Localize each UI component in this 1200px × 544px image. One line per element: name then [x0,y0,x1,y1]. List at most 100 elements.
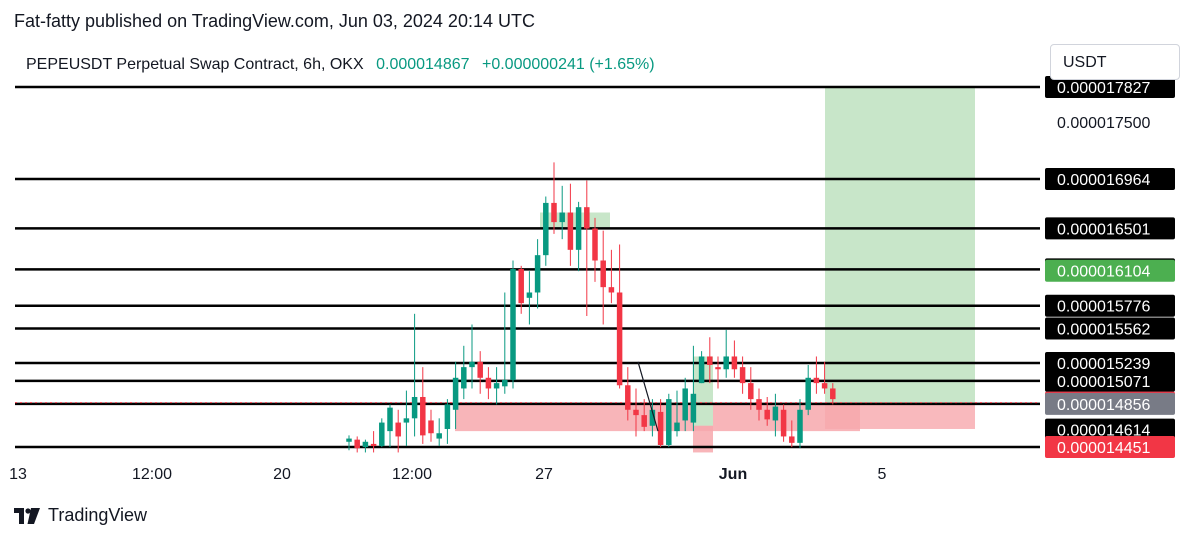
candle-body[interactable] [805,377,811,410]
candle-body[interactable] [698,356,705,384]
candle-body[interactable] [789,436,795,443]
tradingview-logo[interactable]: TradingView [14,505,147,526]
price-axis-label-box[interactable] [1045,294,1175,317]
top-target-zone[interactable] [540,212,610,229]
price-axis-label-box[interactable] [1045,418,1175,441]
time-axis-tick: 20 [273,466,291,483]
candle-body[interactable] [674,422,680,432]
candle-body[interactable] [575,207,582,250]
candle-body[interactable] [403,418,410,423]
price-axis-label-box[interactable] [1045,369,1175,392]
price-axis-label[interactable]: 0.000016501 [1057,221,1151,238]
candle-body[interactable] [690,393,697,423]
candle-body[interactable] [625,385,631,410]
small-target-zone[interactable] [693,356,713,426]
candle-body[interactable] [600,260,606,288]
price-axis-label[interactable]: 0.000015239 [1057,356,1151,373]
price-axis-label[interactable]: 0.000014614 [1057,423,1151,440]
small-stop-zone[interactable] [693,425,713,453]
publisher-attribution: Fat-fatty published on TradingView.com, … [14,11,535,31]
candle-body[interactable] [592,228,598,261]
price-axis-label[interactable]: 0.000016964 [1057,172,1151,189]
price-axis-label[interactable]: 0.000015562 [1057,322,1151,339]
candle-body[interactable] [764,409,770,420]
candle-body[interactable] [534,255,541,293]
candle-body[interactable] [584,207,590,229]
long-target-zone[interactable] [825,87,975,403]
candle-body[interactable] [559,212,565,223]
demand-zone[interactable] [455,404,860,432]
candle-body[interactable] [526,292,533,298]
candle-body[interactable] [657,411,664,445]
price-axis-label[interactable]: 0.000015776 [1057,299,1151,316]
candle-body[interactable] [649,409,656,426]
candle-body[interactable] [748,383,754,400]
price-axis-label-box[interactable] [1045,436,1175,458]
candle-body[interactable] [461,367,467,389]
price-axis-label[interactable]: 0.000017827 [1057,80,1151,97]
candle-body[interactable] [411,396,418,419]
candle-body[interactable] [469,361,475,368]
candle-body[interactable] [641,415,647,427]
price-axis-label[interactable]: 0.000015071 [1057,374,1151,391]
price-axis-label-box[interactable] [1045,168,1175,191]
candle-body[interactable] [485,377,492,389]
candle-body[interactable] [362,441,369,448]
candle-body[interactable] [567,212,574,250]
candle-body[interactable] [682,388,688,421]
price-axis-label-box[interactable] [1045,259,1175,282]
price-axis-label-box[interactable] [1045,351,1175,374]
candle-body[interactable] [452,377,459,410]
candle-body[interactable] [666,399,672,445]
candle-body[interactable] [731,356,738,370]
time-axis-tick: 12:00 [131,466,173,483]
candle-body[interactable] [395,422,401,437]
price-axis-label-box[interactable] [1045,392,1175,415]
candle-body[interactable] [633,409,639,416]
price-axis-label-box[interactable] [1045,317,1175,340]
price-axis-label-box[interactable] [1045,217,1175,240]
drawn-trendline[interactable] [637,361,659,432]
candle-body[interactable] [493,383,500,389]
tradingview-logo-icon [14,507,40,524]
candle-body[interactable] [772,406,779,421]
price-axis-label[interactable]: 0.000017500 [1057,115,1151,132]
candle-body[interactable] [477,361,483,378]
time-axis-tick: 5 [877,466,887,483]
price-chart[interactable]: 0.000017827 0.000017500 0.000016964 0.00001… [0,40,1200,460]
candle-body[interactable] [420,396,426,436]
candle-body[interactable] [756,399,762,410]
candle-body[interactable] [723,356,729,370]
candle-body[interactable] [551,202,557,223]
candle-body[interactable] [739,367,746,384]
chart-canvas[interactable]: 0.000017827 0.000017500 0.000016964 0.00001… [0,40,1200,460]
candle-body[interactable] [780,409,787,437]
candle-body[interactable] [707,356,713,365]
candle-body[interactable] [608,287,615,293]
candle-body[interactable] [616,292,623,386]
candle-body[interactable] [813,377,820,384]
candle-body[interactable] [346,438,352,442]
candle-body[interactable] [370,443,377,447]
candle-body[interactable] [830,388,836,400]
candle-body[interactable] [428,420,434,434]
price-axis-label-box[interactable] [1045,76,1175,98]
candle-body[interactable] [797,409,803,443]
candle-body[interactable] [387,407,393,432]
candle-body[interactable] [436,433,442,439]
candle-body[interactable] [821,383,828,389]
candle-body[interactable] [518,269,524,304]
symbol-title[interactable]: PEPEUSDT Perpetual Swap Contract, 6h, OK… [26,56,364,73]
time-axis[interactable]: 13 12:00 20 12:00 27 Jun 5 [0,462,1200,492]
candle-body[interactable] [510,269,516,380]
candle-body[interactable] [502,379,508,387]
price-axis-label[interactable]: 0.000016104 [1057,264,1151,281]
candle-body[interactable] [379,422,385,447]
candle-body[interactable] [715,367,721,370]
price-axis-label[interactable]: 0.000014451 [1057,440,1151,457]
candle-body[interactable] [444,404,451,429]
currency-selector[interactable]: USDT [1050,44,1180,80]
price-axis-label[interactable]: 0.000014856 [1057,397,1151,414]
candle-body[interactable] [354,439,360,449]
candle-body[interactable] [543,202,549,256]
